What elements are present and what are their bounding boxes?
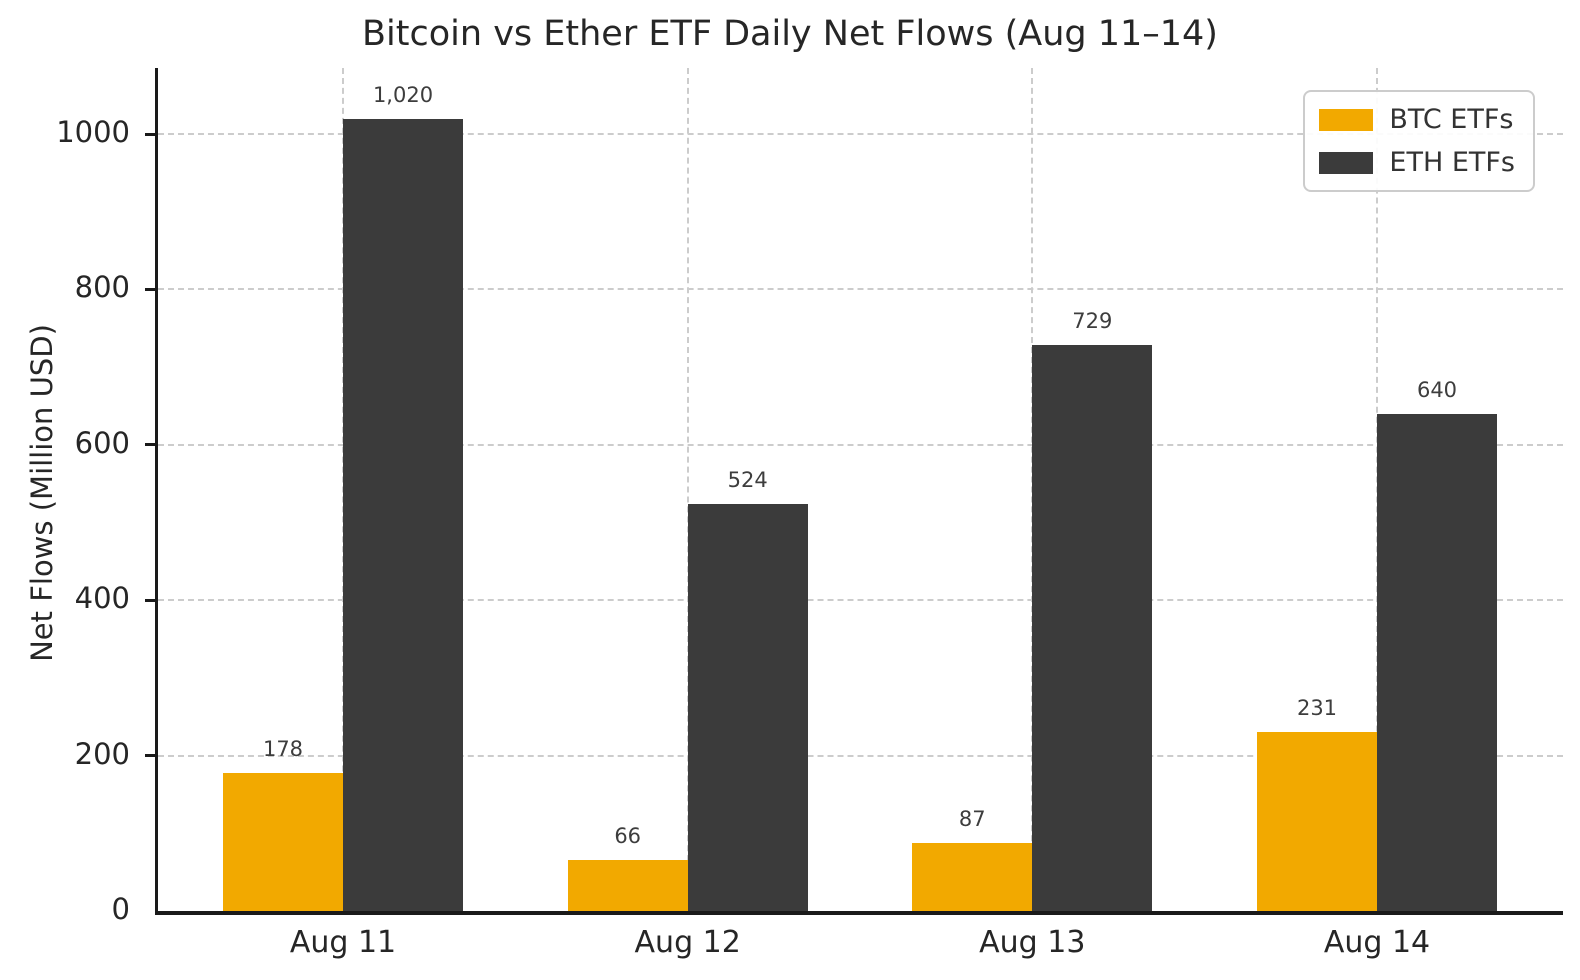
- bar-eth-aug-12: [687, 503, 808, 911]
- bar-eth-aug-14: [1377, 413, 1497, 911]
- y-tick-label-600: 600: [74, 425, 130, 460]
- bar-btc-aug-12: [567, 859, 688, 911]
- bar-btc-aug-13: [912, 843, 1033, 911]
- gridline-y-1000: [158, 133, 1563, 136]
- eth-legend-swatch-icon: [1319, 151, 1374, 174]
- value-label-eth-aug-11: 1,020: [372, 82, 434, 107]
- value-label-btc-aug-14: 231: [1296, 695, 1338, 720]
- value-label-eth-aug-14: 640: [1416, 377, 1458, 402]
- bar-btc-aug-14: [1257, 731, 1377, 911]
- y-tick-mark-400: [145, 598, 155, 602]
- value-label-btc-aug-12: 66: [614, 823, 642, 848]
- y-tick-mark-600: [145, 443, 155, 447]
- x-axis-spine: [155, 911, 1563, 915]
- gridline-y-600: [158, 443, 1563, 446]
- value-label-eth-aug-12: 524: [727, 467, 768, 492]
- x-tick-label-aug-12: Aug 12: [634, 925, 741, 960]
- value-label-btc-aug-11: 178: [262, 736, 304, 761]
- y-tick-label-1000: 1000: [56, 115, 130, 150]
- legend-item-eth: ETH ETFs: [1319, 147, 1515, 178]
- value-label-btc-aug-13: 87: [958, 807, 986, 832]
- bar-eth-aug-13: [1032, 344, 1153, 911]
- btc-legend-swatch-icon: [1319, 108, 1374, 131]
- y-axis-label: Net Flows (Million USD): [25, 324, 59, 662]
- chart-title: Bitcoin vs Ether ETF Daily Net Flows (Au…: [362, 14, 1218, 54]
- y-tick-label-0: 0: [111, 892, 130, 926]
- y-tick-label-200: 200: [74, 736, 130, 771]
- x-tick-label-aug-14: Aug 14: [1323, 925, 1431, 960]
- legend-label-eth: ETH ETFs: [1389, 147, 1515, 178]
- y-tick-label-400: 400: [74, 581, 130, 616]
- x-tick-label-aug-11: Aug 11: [289, 925, 397, 960]
- bar-eth-aug-11: [343, 118, 463, 911]
- bar-btc-aug-11: [223, 772, 343, 911]
- legend-label-btc: BTC ETFs: [1389, 104, 1514, 135]
- y-tick-mark-1000: [145, 132, 155, 136]
- x-tick-label-aug-13: Aug 13: [979, 925, 1086, 960]
- gridline-y-800: [158, 288, 1563, 291]
- legend-item-btc: BTC ETFs: [1319, 104, 1515, 135]
- y-axis-spine: [155, 68, 158, 915]
- y-tick-label-800: 800: [74, 270, 130, 305]
- gridline-y-200: [158, 754, 1563, 757]
- y-tick-mark-800: [145, 287, 155, 291]
- y-tick-mark-200: [145, 754, 155, 758]
- legend: BTC ETFs ETH ETFs: [1303, 90, 1535, 192]
- gridline-y-400: [158, 599, 1563, 602]
- value-label-eth-aug-13: 729: [1072, 308, 1113, 333]
- gridline-x-aug-12: [686, 68, 689, 911]
